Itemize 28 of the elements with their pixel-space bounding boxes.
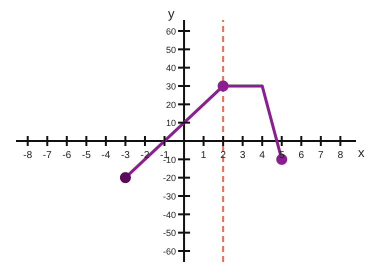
x-tick-label: 4 [259,150,266,161]
y-tick-label: -30 [163,192,176,202]
x-tick-label: -7 [42,150,52,161]
x-tick-label: -5 [82,150,92,161]
y-tick-label: 60 [166,26,176,36]
x-tick-label: 3 [240,150,246,161]
y-tick-label: -40 [163,210,176,220]
x-tick-label: 1 [200,150,207,161]
x-tick-label: -4 [101,150,111,161]
x-tick-label: -6 [62,150,72,161]
y-tick-label: 40 [166,63,176,74]
y-axis-title: y [168,6,175,21]
x-tick-label: -3 [120,150,130,161]
y-tick-label: -20 [163,173,176,184]
x-tick-label: 7 [318,150,324,161]
y-tick-label: -60 [163,246,176,256]
x-tick-label: 8 [338,150,344,161]
x-tick-label: 6 [298,150,305,161]
y-tick-label: 50 [166,44,176,55]
point [120,172,131,184]
x-tick-label: 2 [220,150,226,161]
x-tick-label: -8 [23,150,33,161]
y-tick-label: 20 [166,100,176,110]
x-axis-title: x [358,145,364,160]
y-tick-label: 10 [166,118,176,128]
point [218,80,229,92]
y-tick-label: -50 [163,228,176,238]
y-tick-label: 30 [166,82,176,92]
